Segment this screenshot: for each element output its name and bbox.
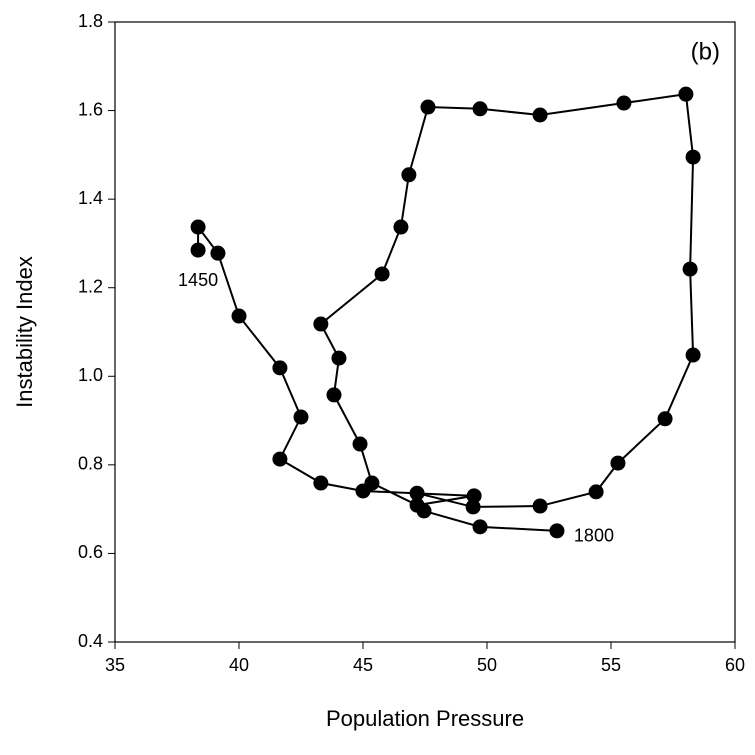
y-tick-label: 1.4 (78, 188, 103, 208)
data-point (272, 451, 288, 467)
data-point (293, 409, 309, 425)
data-point (465, 499, 481, 515)
data-point (610, 455, 626, 471)
data-point (331, 350, 347, 366)
data-point (364, 475, 380, 491)
data-point (420, 99, 436, 115)
y-tick-label: 1.0 (78, 365, 103, 385)
data-point (472, 101, 488, 117)
x-tick-label: 50 (477, 655, 497, 675)
data-point (532, 107, 548, 123)
data-point (231, 308, 247, 324)
data-point (416, 503, 432, 519)
data-point (393, 219, 409, 235)
data-point (401, 167, 417, 183)
data-point (190, 219, 206, 235)
data-point (657, 411, 673, 427)
annotation: 1450 (178, 270, 218, 290)
data-point (313, 316, 329, 332)
y-tick-label: 0.6 (78, 542, 103, 562)
data-point (272, 360, 288, 376)
y-tick-label: 1.8 (78, 11, 103, 31)
data-point (532, 498, 548, 514)
y-axis-label: Instability Index (12, 256, 37, 408)
x-axis-label: Population Pressure (326, 706, 524, 731)
y-tick-label: 0.8 (78, 454, 103, 474)
panel-label: (b) (691, 38, 720, 65)
trajectory-line (197, 93, 695, 532)
data-point (685, 149, 701, 165)
data-point (313, 475, 329, 491)
data-point (588, 484, 604, 500)
data-point (374, 266, 390, 282)
data-point (466, 488, 482, 504)
data-point (616, 95, 632, 111)
x-tick-label: 35 (105, 655, 125, 675)
y-tick-label: 1.6 (78, 99, 103, 119)
x-tick-label: 40 (229, 655, 249, 675)
data-point (352, 436, 368, 452)
data-point (326, 387, 342, 403)
y-tick-label: 0.4 (78, 631, 103, 651)
data-point (472, 519, 488, 535)
x-tick-label: 60 (725, 655, 745, 675)
data-point (682, 261, 698, 277)
data-point (409, 485, 425, 501)
data-point (190, 242, 206, 258)
plot-frame (114, 21, 736, 643)
x-tick-label: 55 (601, 655, 621, 675)
data-point (678, 86, 694, 102)
y-tick-label: 1.2 (78, 276, 103, 296)
data-point (210, 245, 226, 261)
x-tick-label: 45 (353, 655, 373, 675)
data-point (549, 523, 565, 539)
annotation: 1800 (574, 526, 614, 546)
data-point (685, 347, 701, 363)
